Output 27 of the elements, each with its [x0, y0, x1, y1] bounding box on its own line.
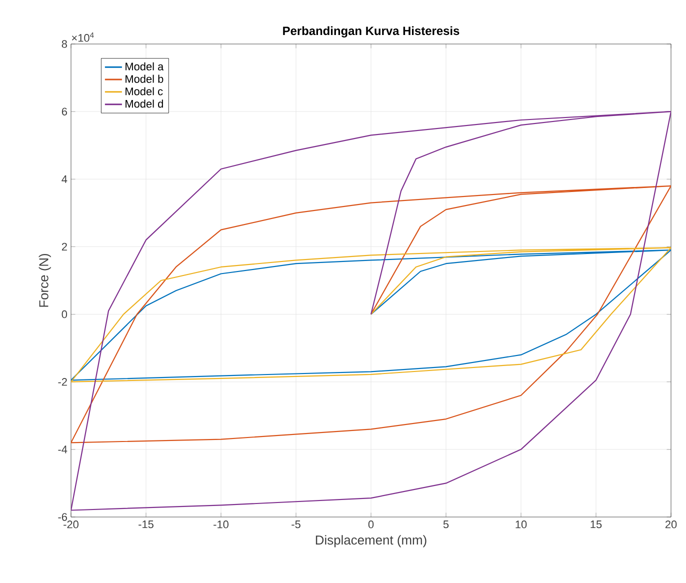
text: ×10$^{4}$ [72, 32, 94, 42]
y-tick-label: 0 [62, 310, 68, 318]
legend-label: Model c [126, 87, 163, 96]
x-tick-label: 10 [516, 520, 527, 528]
y-tick-label: 6 [62, 108, 67, 116]
x-tick-label: 20 [665, 520, 677, 528]
legend-label: Model b [126, 74, 164, 83]
y-tick-label: 2 [62, 242, 67, 251]
legend-label: Model a [126, 62, 164, 70]
x-axis-title: Displacement (mm) [316, 535, 426, 548]
legend-label: Model d [126, 100, 163, 108]
chart-title: Perbandingan Kurva Histeresis [283, 26, 460, 38]
x-tick-label: -20 [64, 520, 78, 528]
x-tick-label: 5 [443, 520, 449, 528]
y-tick-label: 4 [62, 175, 68, 183]
x-tick-label: -15 [138, 520, 154, 528]
x-tick-label: -10 [214, 520, 228, 528]
y-axis-title: Force (N) [38, 254, 51, 307]
y-tick-label: -2 [58, 378, 67, 386]
y-tick-label: -4 [58, 446, 68, 454]
x-tick-label: 15 [590, 520, 602, 528]
x-tick-label: -5 [292, 520, 300, 528]
line-series [71, 185, 672, 444]
line-series [71, 111, 672, 511]
y-tick-label: 8 [62, 40, 67, 48]
y-tick-label: -6 [58, 513, 67, 521]
x-tick-label: 0 [368, 520, 374, 528]
